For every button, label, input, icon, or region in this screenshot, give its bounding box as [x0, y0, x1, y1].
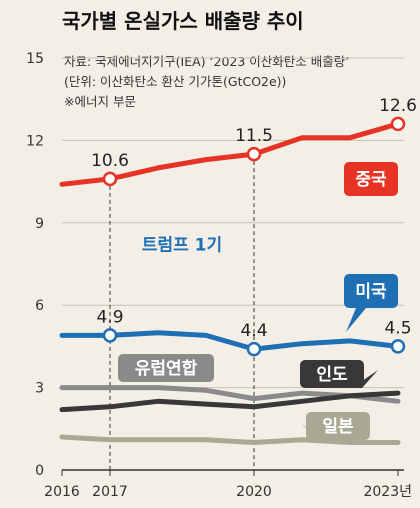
source-note: 자료: 국제에너지기구(IEA) ‘2023 이산화탄소 배출량’	[64, 54, 349, 69]
data-label: 11.5	[235, 126, 273, 146]
y-tick-label: 3	[35, 381, 44, 397]
series-line	[59, 434, 401, 445]
data-point-marker	[246, 341, 262, 357]
x-tick-label: 2023년	[363, 484, 412, 500]
series-tag-label: 유럽연합	[135, 358, 198, 379]
data-label: 10.6	[91, 151, 129, 171]
series-tag-box	[306, 412, 370, 440]
data-label: 4.5	[384, 318, 411, 338]
x-tick-label: 2017	[92, 484, 128, 500]
data-point-marker	[246, 146, 262, 162]
series-tag-box	[300, 360, 364, 388]
series-tag-box	[344, 274, 398, 308]
y-tick-label: 15	[26, 51, 44, 67]
tag-pointer	[346, 308, 366, 332]
sector-note: ※에너지 부문	[64, 94, 136, 109]
data-point-marker	[102, 328, 118, 343]
chart-title: 국가별 온실가스 배출량 추이	[62, 9, 304, 33]
data-label: 4.9	[96, 307, 123, 327]
series-tag-label: 인도	[316, 365, 348, 385]
data-point-marker	[102, 171, 118, 187]
unit-note: (단위: 이산화탄소 환산 기가톤(GtCO2e))	[64, 74, 286, 89]
series-line	[59, 330, 401, 352]
y-tick-label: 12	[26, 133, 44, 149]
data-point-marker	[390, 339, 406, 354]
series-tag-box	[344, 162, 398, 196]
x-tick-label: 2016	[44, 484, 80, 500]
series-line	[59, 121, 401, 187]
period-band: 트럼프 1기	[109, 154, 255, 470]
series-tag-label: 중국	[355, 170, 387, 190]
period-label: 트럼프 1기	[142, 235, 222, 255]
data-labels: 10.6 11.5 12.6 4.9 4.4 4.5	[91, 96, 417, 357]
axis-ticks: 0 3 6 9 12 15 2016 2017 2020 2023년	[26, 51, 412, 500]
series-tag-box	[118, 354, 214, 382]
y-tick-label: 9	[35, 216, 44, 232]
y-tick-label: 6	[35, 298, 44, 314]
series-tag-label: 일본	[322, 417, 354, 437]
data-label: 12.6	[379, 96, 417, 116]
series-line	[59, 390, 401, 413]
series-tag-label: 미국	[355, 282, 387, 302]
data-point-marker	[390, 116, 406, 132]
x-tick-label: 2020	[236, 484, 272, 500]
data-label: 4.4	[240, 321, 267, 341]
series-lines	[59, 121, 401, 445]
y-tick-label: 0	[35, 463, 44, 479]
